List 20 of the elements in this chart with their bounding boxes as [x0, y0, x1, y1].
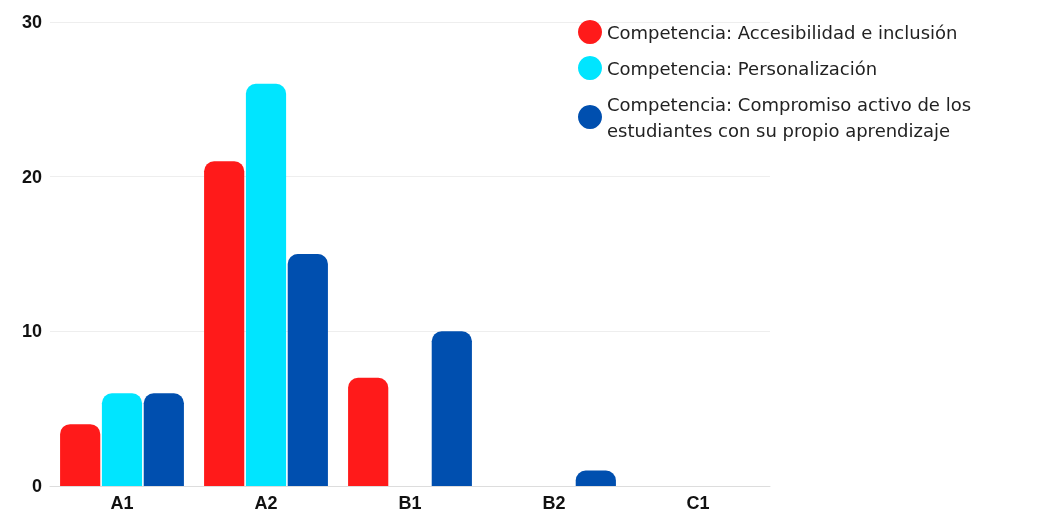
legend-label: Competencia: Personalización: [607, 57, 878, 79]
bar: [431, 331, 472, 486]
bar: [348, 377, 389, 486]
bar: [287, 254, 328, 486]
bar: [143, 393, 184, 486]
x-tick-label: B1: [398, 493, 422, 513]
y-tick-label: 0: [31, 476, 42, 496]
legend-label: Competencia: Compromiso activo de los estudiantes con su propio aprendizaje: [607, 93, 977, 141]
bar: [60, 424, 101, 486]
x-tick-label: C1: [686, 493, 710, 513]
x-tick-label: A2: [254, 493, 278, 513]
y-tick-label: 20: [21, 166, 42, 187]
x-tick-label: B2: [542, 493, 566, 513]
y-tick-label: 30: [21, 12, 42, 32]
legend-label: Competencia: Accesibilidad e inclusión: [607, 21, 958, 43]
x-tick-label: A1: [110, 493, 134, 513]
bar: [204, 161, 245, 486]
y-tick-label: 10: [21, 321, 42, 342]
bar: [245, 83, 287, 486]
bar: [101, 393, 143, 486]
